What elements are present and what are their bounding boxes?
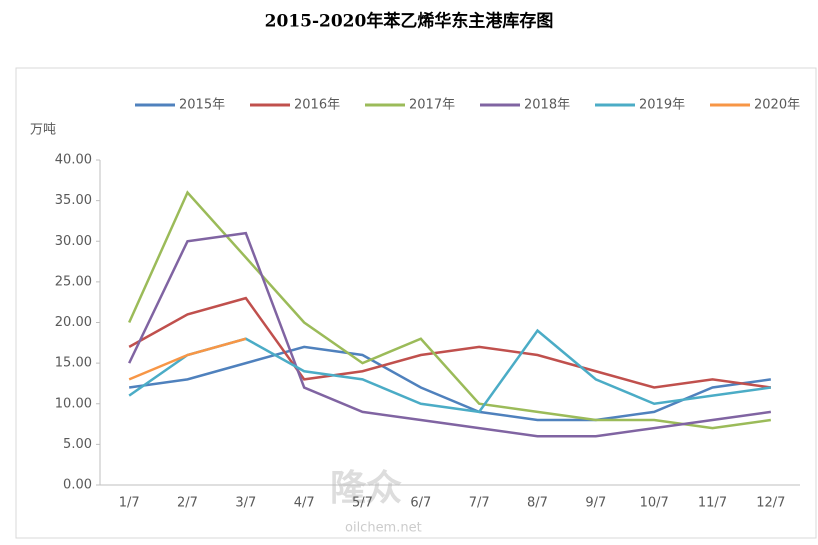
series-line (128, 231, 772, 438)
y-tick-label: 0.00 (63, 478, 92, 493)
x-tick-label: 1/7 (119, 496, 140, 511)
x-tick-label: 11/7 (698, 496, 727, 511)
legend-label: 2019年 (639, 98, 685, 113)
x-tick-label: 12/7 (756, 496, 785, 511)
legend-label: 2020年 (754, 98, 800, 113)
x-tick-label: 7/7 (469, 496, 490, 511)
x-tick-label: 2/7 (177, 496, 198, 511)
x-tick-label: 3/7 (235, 496, 256, 511)
y-axis-label: 万吨 (30, 123, 56, 138)
series-line (128, 337, 247, 381)
y-tick-label: 30.00 (55, 234, 92, 249)
y-tick-label: 20.00 (55, 315, 92, 330)
x-tick-label: 6/7 (410, 496, 431, 511)
x-tick-label: 8/7 (527, 496, 548, 511)
chart-frame (15, 67, 817, 539)
y-tick-label: 25.00 (55, 274, 92, 289)
series-line (128, 296, 772, 389)
watermark: 隆众 (330, 468, 402, 509)
x-tick-label: 5/7 (352, 496, 373, 511)
y-tick-label: 5.00 (63, 437, 92, 452)
y-tick-label: 35.00 (55, 193, 92, 208)
x-tick-label: 10/7 (640, 496, 669, 511)
x-tick-label: 4/7 (294, 496, 315, 511)
series-line (128, 345, 772, 422)
series-line (128, 190, 772, 430)
y-tick-label: 10.00 (55, 396, 92, 411)
legend-label: 2016年 (294, 98, 340, 113)
legend-label: 2015年 (179, 98, 225, 113)
y-tick-label: 40.00 (55, 153, 92, 168)
x-tick-label: 9/7 (585, 496, 606, 511)
y-tick-label: 15.00 (55, 356, 92, 371)
legend-label: 2017年 (409, 98, 455, 113)
legend-label: 2018年 (524, 98, 570, 113)
chart-title: 2015-2020年苯乙烯华东主港库存图 (265, 11, 554, 32)
watermark-sub: oilchem.net (345, 521, 422, 536)
